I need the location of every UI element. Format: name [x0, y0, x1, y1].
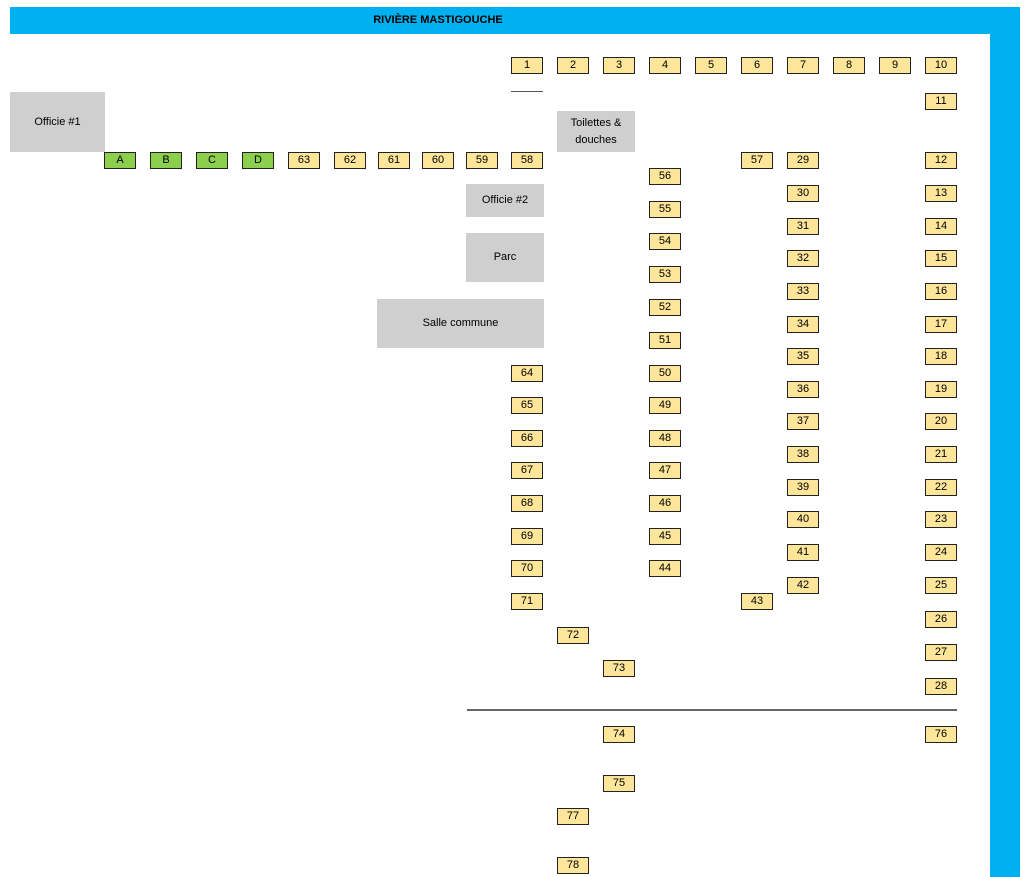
campsite: 9 [879, 57, 911, 74]
campsite: 67 [511, 462, 543, 479]
campsite: 69 [511, 528, 543, 545]
campsite: 76 [925, 726, 957, 743]
campsite: 74 [603, 726, 635, 743]
campsite: 33 [787, 283, 819, 300]
campsite: B [150, 152, 182, 169]
campsite: 61 [378, 152, 410, 169]
campsite: 56 [649, 168, 681, 185]
campsite: 59 [466, 152, 498, 169]
campsite: 68 [511, 495, 543, 512]
campsite: 34 [787, 316, 819, 333]
campsite: 55 [649, 201, 681, 218]
campsite: 7 [787, 57, 819, 74]
campsite: 22 [925, 479, 957, 496]
campsite: 77 [557, 808, 589, 825]
campsite: 38 [787, 446, 819, 463]
campsite: 20 [925, 413, 957, 430]
path-line [511, 91, 543, 92]
campsite: 16 [925, 283, 957, 300]
campsite: 30 [787, 185, 819, 202]
campsite: 53 [649, 266, 681, 283]
campsite: 13 [925, 185, 957, 202]
campsite: 63 [288, 152, 320, 169]
campsite: 37 [787, 413, 819, 430]
campsite: D [242, 152, 274, 169]
campsite: 43 [741, 593, 773, 610]
campsite: 12 [925, 152, 957, 169]
campsite: 23 [925, 511, 957, 528]
campsite: 21 [925, 446, 957, 463]
campsite: 28 [925, 678, 957, 695]
campsite: 29 [787, 152, 819, 169]
campsite: 75 [603, 775, 635, 792]
campsite: 35 [787, 348, 819, 365]
campsite: 48 [649, 430, 681, 447]
campsite: 64 [511, 365, 543, 382]
road-line [467, 709, 957, 711]
map-title: RIVIÈRE MASTIGOUCHE [373, 14, 503, 26]
campsite: 4 [649, 57, 681, 74]
campsite: 62 [334, 152, 366, 169]
campsite: 24 [925, 544, 957, 561]
campsite: 65 [511, 397, 543, 414]
campsite: 71 [511, 593, 543, 610]
campsite: 39 [787, 479, 819, 496]
campsite: 70 [511, 560, 543, 577]
campsite: 15 [925, 250, 957, 267]
campsite: 57 [741, 152, 773, 169]
building: Salle commune [377, 299, 544, 348]
campsite: 72 [557, 627, 589, 644]
campsite: 31 [787, 218, 819, 235]
building: Officie #2 [466, 184, 544, 217]
river [990, 33, 1020, 877]
campsite: 73 [603, 660, 635, 677]
campsite: 25 [925, 577, 957, 594]
campsite: 42 [787, 577, 819, 594]
building: Toilettes & douches [557, 111, 635, 152]
campsite: 46 [649, 495, 681, 512]
campsite: 14 [925, 218, 957, 235]
campsite: 58 [511, 152, 543, 169]
campsite: 66 [511, 430, 543, 447]
building: Officie #1 [10, 92, 105, 152]
campsite: 45 [649, 528, 681, 545]
campsite: 11 [925, 93, 957, 110]
campsite: 54 [649, 233, 681, 250]
campsite: 40 [787, 511, 819, 528]
campsite: 3 [603, 57, 635, 74]
campsite: 26 [925, 611, 957, 628]
campsite: 44 [649, 560, 681, 577]
building: Parc [466, 233, 544, 282]
campsite: 78 [557, 857, 589, 874]
campsite: 1 [511, 57, 543, 74]
campsite: 17 [925, 316, 957, 333]
campsite: 60 [422, 152, 454, 169]
campsite: 19 [925, 381, 957, 398]
campsite: C [196, 152, 228, 169]
campsite: 2 [557, 57, 589, 74]
campsite: 8 [833, 57, 865, 74]
campsite: 18 [925, 348, 957, 365]
top-bar [10, 7, 1020, 34]
campsite: 41 [787, 544, 819, 561]
campsite: 27 [925, 644, 957, 661]
campsite: 47 [649, 462, 681, 479]
campsite: 51 [649, 332, 681, 349]
campsite: 52 [649, 299, 681, 316]
campsite: 32 [787, 250, 819, 267]
campsite: 10 [925, 57, 957, 74]
campsite: A [104, 152, 136, 169]
campsite: 50 [649, 365, 681, 382]
campsite: 36 [787, 381, 819, 398]
campsite: 5 [695, 57, 727, 74]
campsite: 49 [649, 397, 681, 414]
campsite: 6 [741, 57, 773, 74]
